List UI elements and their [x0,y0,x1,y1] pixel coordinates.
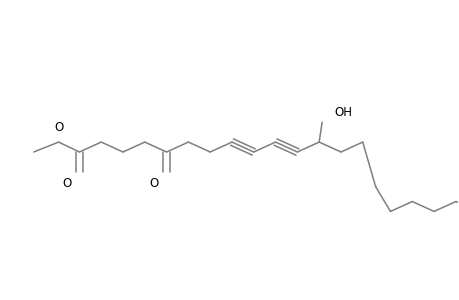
Text: O: O [149,177,158,190]
Text: O: O [54,121,63,134]
Text: O: O [62,177,71,190]
Text: OH: OH [333,106,351,119]
